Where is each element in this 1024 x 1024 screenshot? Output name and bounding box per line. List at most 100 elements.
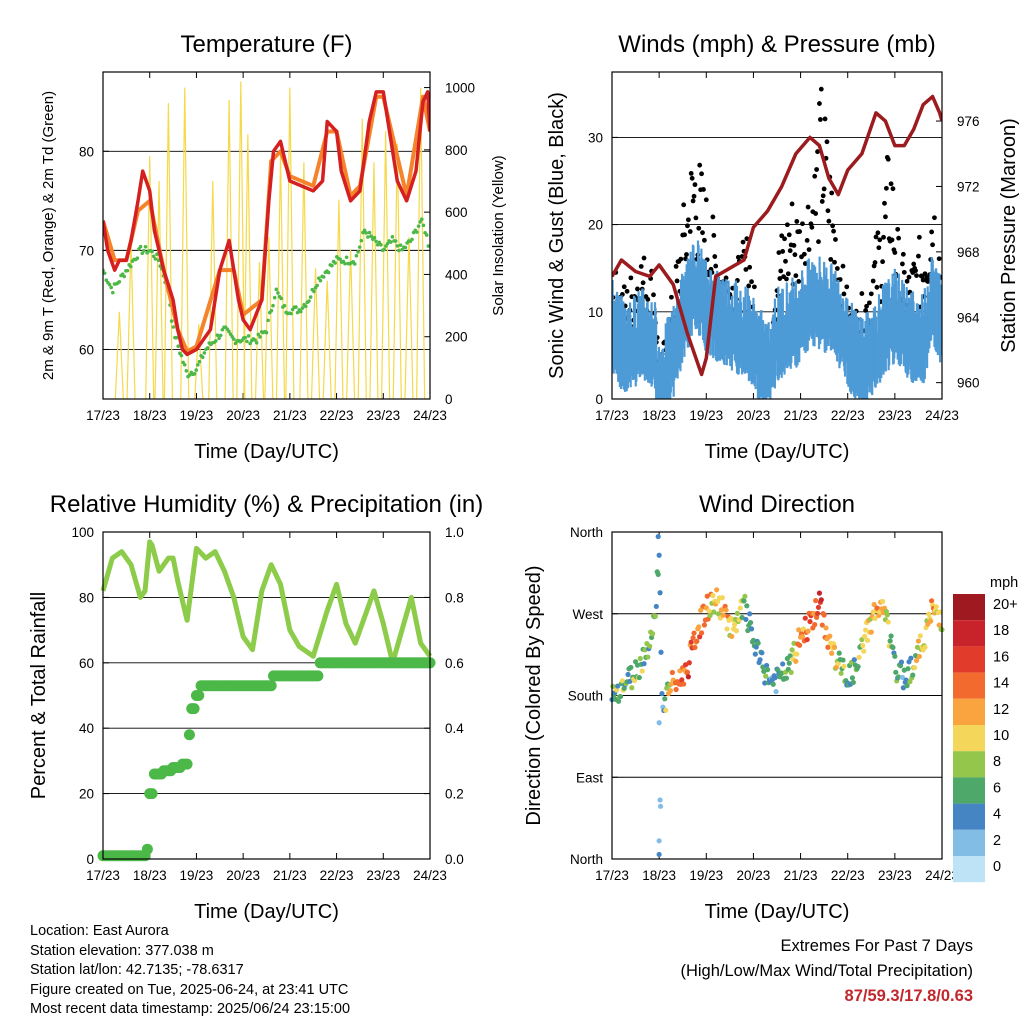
rainfall-point (146, 788, 158, 800)
dewpoint-point (269, 308, 274, 313)
gust-point (870, 278, 876, 284)
x-tick-label: 17/23 (595, 868, 629, 883)
direction-point (627, 678, 633, 684)
gust-point (904, 278, 910, 284)
gust-point (802, 261, 808, 266)
direction-point (733, 628, 740, 634)
y-tick-label: East (576, 770, 603, 785)
direction-point (610, 683, 616, 689)
direction-point (888, 633, 894, 639)
direction-point (814, 610, 821, 617)
dewpoint-point (243, 335, 248, 340)
colorbar-label: 4 (993, 807, 1001, 823)
gust-point (713, 263, 719, 269)
y-tick-label: 0 (86, 852, 94, 867)
direction-point (764, 662, 770, 669)
y2-tick-label: 0 (445, 392, 453, 407)
gust-point (859, 291, 865, 296)
dewpoint-point (372, 235, 377, 240)
direction-point (841, 663, 847, 669)
gust-point (786, 232, 792, 238)
x-tick-label: 21/23 (784, 868, 818, 883)
y2-tick-label: 400 (445, 267, 468, 282)
direction-point (910, 672, 916, 678)
direction-point (831, 644, 838, 650)
colorbar-label: 2 (993, 833, 1001, 849)
gust-point (800, 221, 805, 227)
colorbar-label: 6 (993, 780, 1001, 796)
gust-point (673, 263, 679, 269)
direction-point (729, 633, 735, 640)
plot-frame (102, 531, 431, 860)
dewpoint-point (264, 330, 269, 335)
gust-point (844, 284, 850, 290)
solar-spike (381, 131, 391, 399)
direction-point (706, 608, 712, 614)
dewpoint-point (289, 311, 293, 316)
direction-point (655, 571, 661, 577)
gust-point (793, 273, 799, 279)
x-tick-label: 22/23 (831, 868, 865, 883)
colorbar-label: 0 (993, 859, 1001, 875)
gust-point (692, 182, 698, 188)
gust-point (624, 288, 630, 294)
dewpoint-point (333, 261, 337, 265)
direction-point (811, 610, 817, 617)
direction-point (898, 659, 905, 665)
gust-point (832, 259, 837, 265)
direction-point (763, 673, 769, 679)
gust-point (699, 171, 704, 177)
direction-point (913, 657, 920, 664)
y2-tick-label: 0.6 (445, 656, 464, 671)
dewpoint-point (227, 329, 231, 334)
dewpoint-point (254, 341, 259, 345)
dewpoint-point (295, 310, 300, 315)
y-tick-label: 60 (79, 342, 94, 357)
y-tick-label: South (568, 689, 603, 704)
solar-spike (345, 249, 356, 399)
direction-point (861, 648, 867, 654)
direction-point (871, 601, 877, 608)
dewpoint-point (140, 251, 145, 256)
dewpoint-point (271, 303, 275, 308)
solar-spike (310, 268, 321, 399)
dewpoint-point (421, 223, 426, 228)
solar-spike (114, 311, 124, 399)
gust-point (783, 258, 788, 264)
gust-point (876, 245, 882, 251)
gust-point (638, 264, 644, 269)
direction-point (669, 669, 675, 676)
gust-point (682, 232, 687, 238)
gust-point (685, 223, 690, 229)
direction-point (880, 598, 886, 605)
gust-point (806, 247, 812, 253)
gust-point (906, 274, 912, 280)
gust-point (914, 273, 919, 278)
panel-4: Wind Direction 17/23 18/23 19/23 20/23 21/23 2… (523, 491, 959, 923)
direction-point (694, 638, 700, 644)
data-layer (612, 86, 942, 399)
gust-point (815, 149, 820, 155)
gust-point (746, 283, 752, 289)
gust-point (822, 116, 828, 122)
dewpoint-point (187, 373, 192, 377)
dewpoint-point (420, 217, 424, 222)
direction-point (908, 655, 914, 661)
panel-3: Relative Humidity (%) & Precipitation (i… (28, 491, 483, 923)
dewpoint-point (125, 268, 130, 273)
gust-point (789, 201, 795, 207)
y-tick-label: 80 (79, 144, 94, 159)
gust-point (883, 214, 888, 220)
gust-point (684, 252, 689, 257)
direction-point (656, 720, 662, 726)
dewpoint-point (390, 235, 395, 239)
direction-point (827, 633, 833, 639)
dewpoint-point (359, 238, 364, 243)
gust-point (635, 286, 640, 292)
x-axis-label: Time (Day/UTC) (194, 441, 339, 463)
x-tick-label: 23/23 (878, 408, 912, 423)
dewpoint-point (176, 344, 181, 349)
direction-point (697, 634, 703, 640)
direction-point (692, 644, 698, 651)
direction-point (636, 674, 642, 681)
